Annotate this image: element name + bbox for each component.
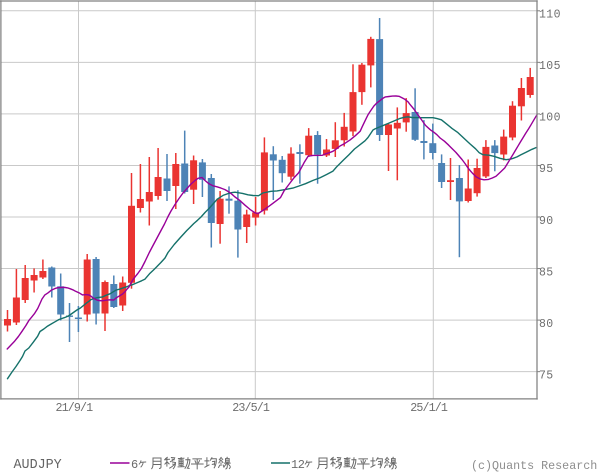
svg-text:(c)Quants Research: (c)Quants Research — [471, 459, 597, 473]
svg-text:21/9/1: 21/9/1 — [56, 401, 94, 415]
svg-text:95: 95 — [539, 163, 554, 176]
svg-text:105: 105 — [539, 60, 561, 73]
svg-text:25/1/1: 25/1/1 — [410, 401, 448, 415]
svg-text:85: 85 — [539, 266, 554, 279]
svg-text:80: 80 — [539, 318, 554, 331]
svg-text:23/5/1: 23/5/1 — [232, 401, 270, 415]
svg-text:6: 6 — [131, 458, 138, 472]
svg-text:90: 90 — [539, 215, 554, 228]
svg-text:100: 100 — [539, 112, 561, 125]
svg-text:12: 12 — [291, 458, 305, 472]
svg-text:AUDJPY: AUDJPY — [14, 458, 62, 473]
svg-text:75: 75 — [539, 369, 554, 382]
svg-text:110: 110 — [539, 9, 561, 22]
